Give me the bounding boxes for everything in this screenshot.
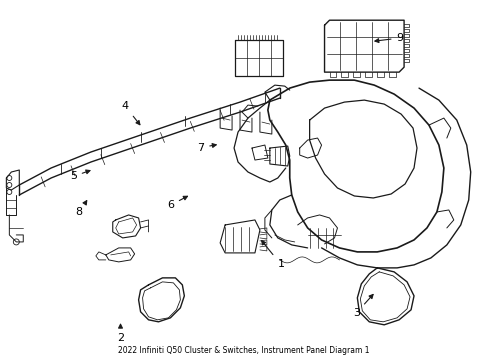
Text: 6: 6 bbox=[167, 196, 187, 210]
Text: 1: 1 bbox=[261, 240, 284, 270]
Text: 7: 7 bbox=[197, 143, 216, 153]
Text: 3: 3 bbox=[352, 294, 372, 318]
Text: 5: 5 bbox=[70, 170, 90, 181]
Text: 2022 Infiniti Q50 Cluster & Switches, Instrument Panel Diagram 1: 2022 Infiniti Q50 Cluster & Switches, In… bbox=[118, 346, 369, 355]
Text: 2: 2 bbox=[117, 324, 124, 343]
Text: 4: 4 bbox=[122, 101, 140, 125]
Text: 8: 8 bbox=[76, 201, 86, 217]
Text: 9: 9 bbox=[374, 33, 403, 43]
